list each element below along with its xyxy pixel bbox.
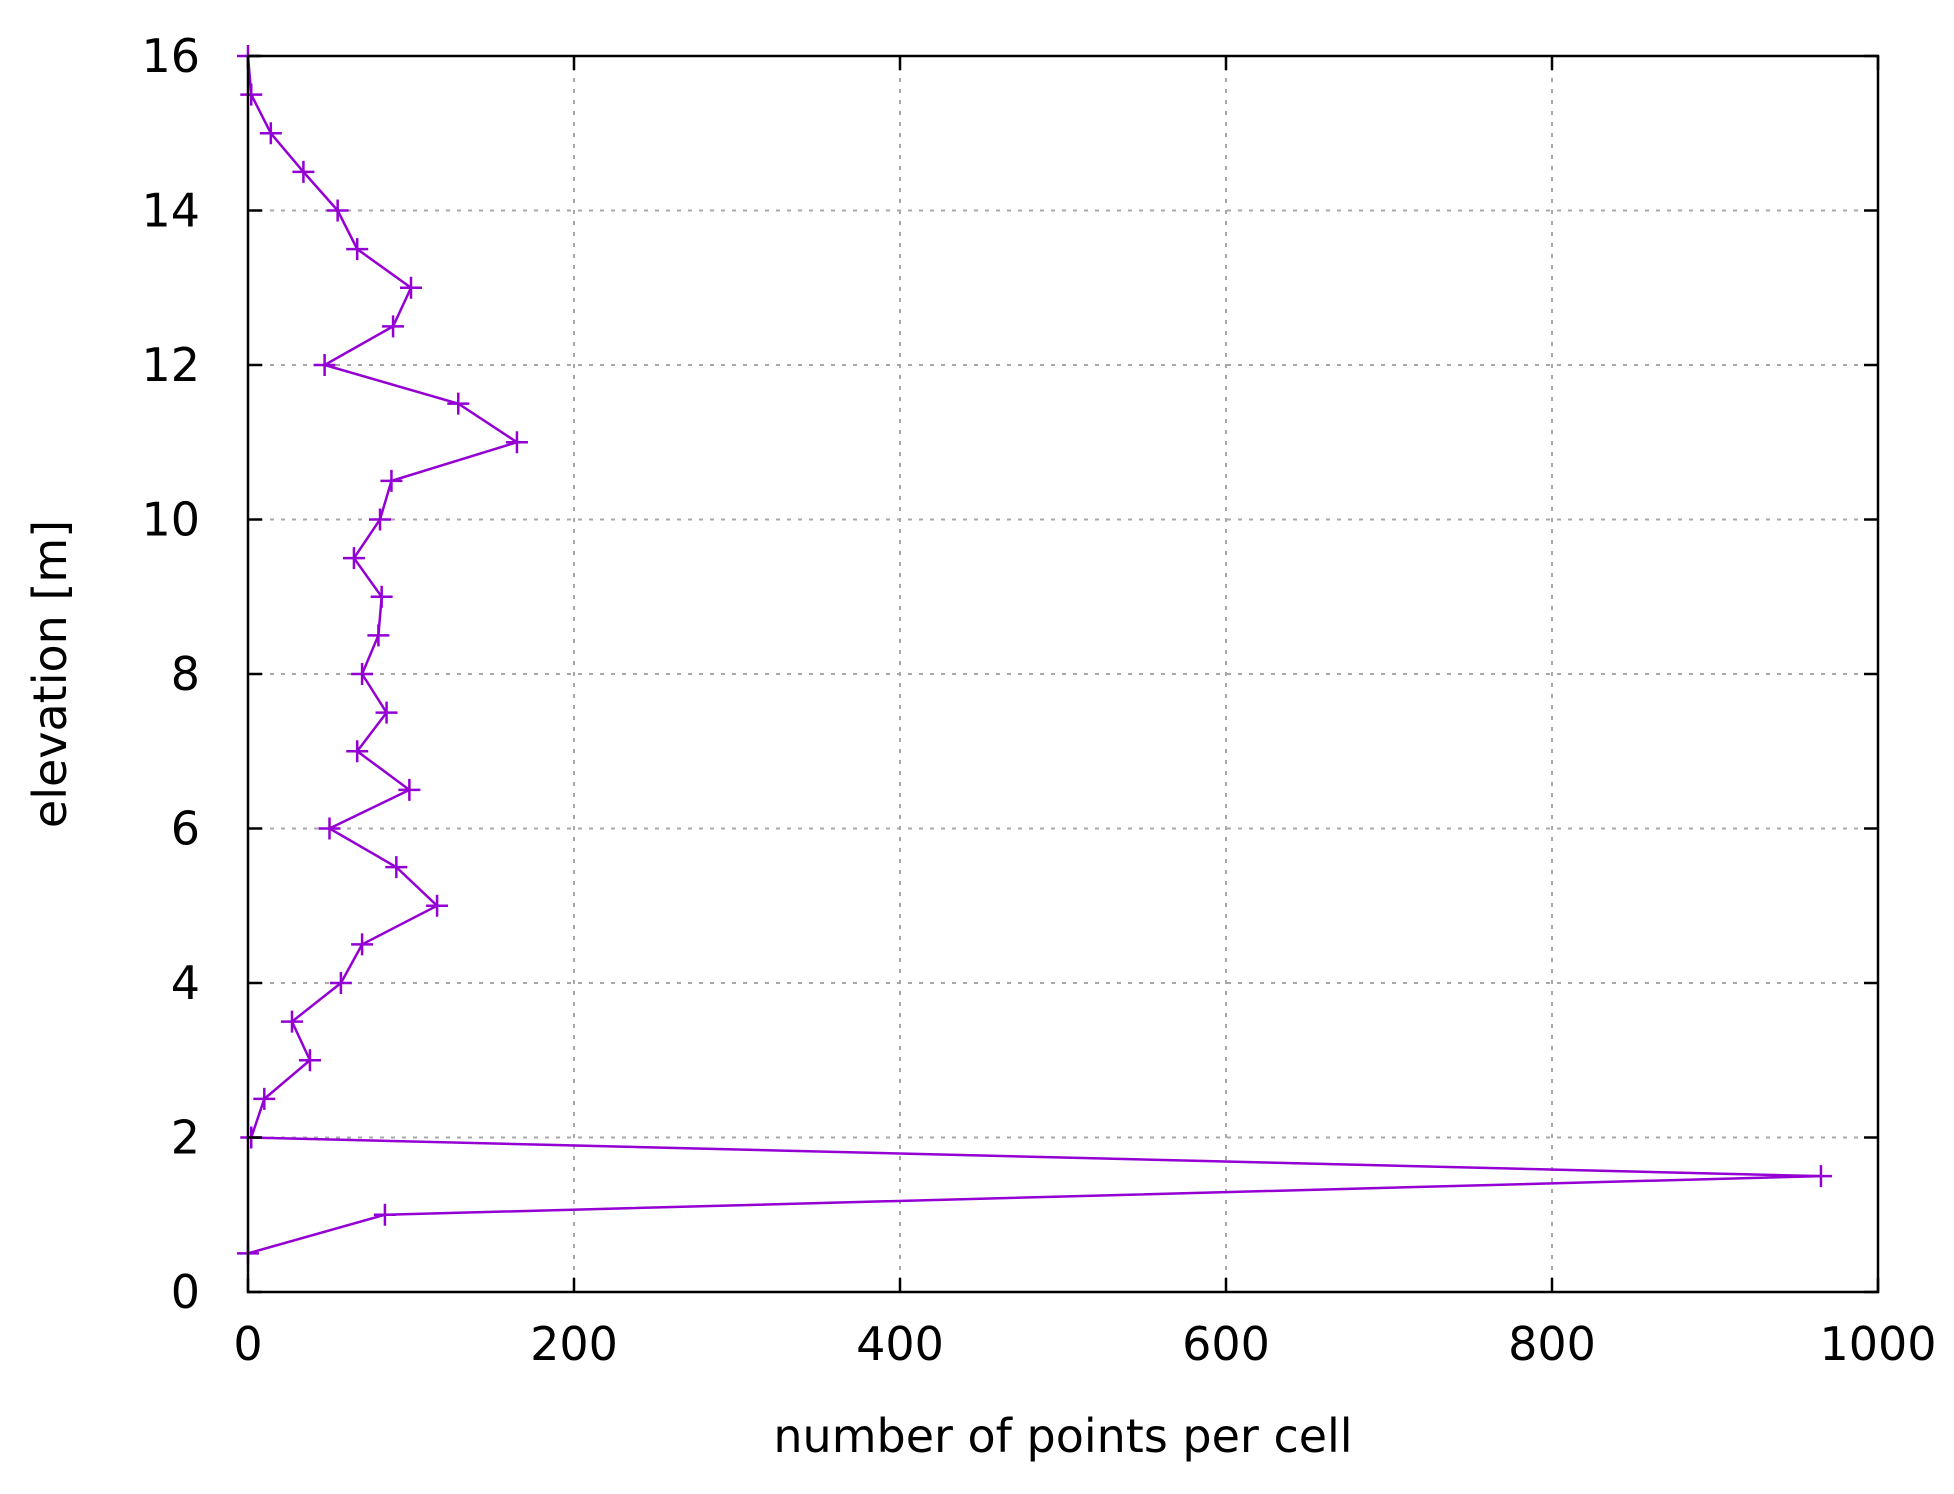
data-point: [400, 276, 422, 299]
data-point: [298, 1049, 321, 1072]
data-point: [318, 817, 341, 840]
data-point: [351, 663, 374, 685]
y-tick-label: 12: [141, 338, 200, 392]
axis-ticks: [246, 54, 1880, 1294]
data-point: [426, 894, 449, 917]
series-line: [246, 55, 1821, 1255]
x-axis-label: number of points per cell: [773, 1409, 1352, 1463]
x-tick-label: 800: [1508, 1317, 1596, 1371]
data-point: [398, 778, 421, 801]
y-tick-label: 16: [141, 29, 200, 83]
data-point: [1809, 1165, 1832, 1188]
data-point: [367, 624, 390, 647]
data-point: [369, 508, 392, 531]
data-point: [380, 469, 403, 492]
data-point: [313, 354, 336, 376]
data-point: [342, 547, 365, 570]
y-tick-label: 4: [171, 956, 200, 1010]
x-tick-label: 1000: [1819, 1317, 1936, 1371]
data-point: [329, 972, 352, 994]
y-tick-label: 14: [141, 184, 200, 238]
x-tick-label: 200: [530, 1317, 618, 1371]
data-point: [326, 199, 349, 222]
data-point: [447, 392, 470, 415]
data-point: [240, 83, 263, 106]
data-point: [373, 1203, 396, 1226]
data-point: [370, 585, 393, 608]
data-point: [259, 122, 282, 145]
series-layer: [237, 45, 1832, 1265]
data-point: [281, 1010, 304, 1033]
data-point: [505, 431, 528, 454]
y-tick-label: 6: [171, 802, 200, 856]
grid: [248, 56, 1878, 1292]
data-point: [382, 315, 405, 338]
data-point: [346, 740, 369, 763]
data-point: [385, 856, 408, 879]
data-point: [375, 701, 398, 724]
x-tick-label: 0: [233, 1317, 262, 1371]
y-tick-label: 10: [141, 493, 200, 547]
y-tick-label: 8: [171, 647, 200, 701]
data-point: [253, 1087, 276, 1110]
data-point: [292, 160, 315, 183]
x-tick-label: 600: [1182, 1317, 1270, 1371]
y-axis-label: elevation [m]: [23, 520, 77, 828]
x-tick-label: 400: [856, 1317, 944, 1371]
y-tick-label: 2: [171, 1111, 200, 1165]
y-tick-label: 0: [171, 1265, 200, 1319]
data-point: [351, 933, 374, 956]
tick-labels: 0 200 400 600 800 1000 0 2 4 6 8 10 12 14 16: [141, 29, 1936, 1371]
data-point: [346, 238, 369, 261]
